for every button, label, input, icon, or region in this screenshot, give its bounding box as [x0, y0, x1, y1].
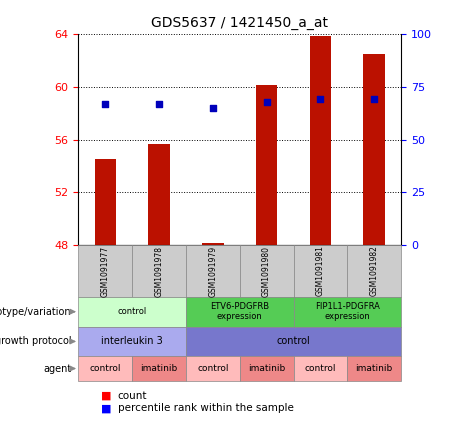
FancyBboxPatch shape: [132, 356, 186, 381]
Text: agent: agent: [43, 363, 71, 374]
FancyBboxPatch shape: [78, 327, 186, 356]
Text: control: control: [118, 307, 147, 316]
Text: interleukin 3: interleukin 3: [101, 336, 163, 346]
Point: [317, 96, 324, 103]
Text: GSM1091977: GSM1091977: [101, 245, 110, 297]
Text: control: control: [197, 364, 229, 373]
Text: percentile rank within the sample: percentile rank within the sample: [118, 403, 294, 413]
Bar: [256, 85, 278, 245]
FancyBboxPatch shape: [78, 297, 186, 327]
Text: FIP1L1-PDGFRA
expression: FIP1L1-PDGFRA expression: [315, 302, 380, 321]
Point: [155, 100, 163, 107]
Text: GSM1091979: GSM1091979: [208, 245, 217, 297]
Point: [101, 100, 109, 107]
Text: GSM1091981: GSM1091981: [316, 246, 325, 297]
FancyBboxPatch shape: [132, 245, 186, 297]
FancyBboxPatch shape: [294, 297, 401, 327]
FancyBboxPatch shape: [294, 245, 347, 297]
FancyBboxPatch shape: [347, 245, 401, 297]
FancyBboxPatch shape: [240, 356, 294, 381]
Bar: [202, 243, 224, 245]
Point: [263, 98, 270, 105]
FancyBboxPatch shape: [186, 356, 240, 381]
Text: ETV6-PDGFRB
expression: ETV6-PDGFRB expression: [210, 302, 269, 321]
Text: GSM1091980: GSM1091980: [262, 246, 271, 297]
FancyBboxPatch shape: [186, 327, 401, 356]
FancyBboxPatch shape: [78, 245, 132, 297]
Text: growth protocol: growth protocol: [0, 336, 71, 346]
Text: count: count: [118, 390, 147, 401]
Text: ■: ■: [101, 403, 112, 413]
FancyBboxPatch shape: [347, 356, 401, 381]
FancyBboxPatch shape: [186, 297, 294, 327]
Text: imatinib: imatinib: [248, 364, 285, 373]
Text: imatinib: imatinib: [141, 364, 177, 373]
Bar: [148, 143, 170, 245]
Title: GDS5637 / 1421450_a_at: GDS5637 / 1421450_a_at: [151, 16, 328, 30]
Text: control: control: [305, 364, 336, 373]
Bar: [310, 36, 331, 245]
FancyBboxPatch shape: [186, 245, 240, 297]
Point: [209, 104, 217, 111]
Text: GSM1091978: GSM1091978: [154, 246, 164, 297]
Point: [371, 96, 378, 103]
FancyBboxPatch shape: [294, 356, 347, 381]
Text: imatinib: imatinib: [355, 364, 393, 373]
Text: control: control: [89, 364, 121, 373]
Text: genotype/variation: genotype/variation: [0, 307, 71, 317]
FancyBboxPatch shape: [78, 356, 132, 381]
Bar: [363, 54, 385, 245]
FancyBboxPatch shape: [240, 245, 294, 297]
Text: control: control: [277, 336, 310, 346]
Text: ■: ■: [101, 390, 112, 401]
Text: GSM1091982: GSM1091982: [370, 246, 378, 297]
Bar: [95, 159, 116, 245]
